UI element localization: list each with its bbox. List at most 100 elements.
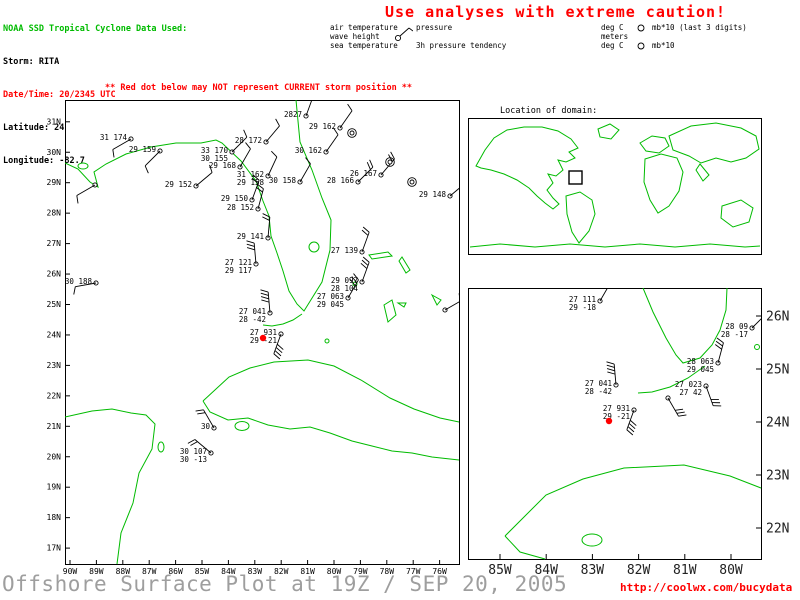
andros-island [383,299,397,323]
storm-name-line: Storm: RITA [3,57,60,67]
svg-text:33 170: 33 170 [201,146,229,155]
station-plot [407,177,417,187]
wind-barb [613,364,617,386]
svg-text:21N: 21N [47,422,62,431]
svg-text:22N: 22N [766,522,789,537]
station-plot: 30 162 [295,127,339,155]
svg-text:30 155: 30 155 [201,154,228,163]
station-plot: 29 152 [165,164,213,189]
wind-barb [239,148,251,168]
svg-text:30 158: 30 158 [269,176,297,185]
svg-text:29 045: 29 045 [687,365,714,374]
station-plot: 30 188 [65,277,99,295]
svg-text:28 -42: 28 -42 [585,387,612,396]
isla-juventud-zoom [581,533,603,547]
station-plot: 29 150 [221,174,260,203]
india-outline [695,163,710,182]
station-plot: 29 159 [129,145,163,174]
wind-barb [361,232,370,253]
svg-text:31 174: 31 174 [100,133,128,142]
svg-text:27 023: 27 023 [675,380,702,389]
legend-tendency: 3h pressure tendency [416,41,507,50]
wind-barb [305,100,313,117]
svg-text:2827: 2827 [284,110,302,119]
svg-text:28 104: 28 104 [331,284,359,293]
svg-text:27 041: 27 041 [585,379,612,388]
station-plot: 2827 [284,100,313,119]
svg-text:29 045: 29 045 [317,300,344,309]
greenland-outline [597,123,620,140]
yucatan-coast [65,408,156,565]
wind-barb [265,125,280,143]
station-plot [442,293,460,313]
svg-text:30 188: 30 188 [65,277,92,286]
legend-unit-air: deg C [601,23,624,32]
svg-text:28 152: 28 152 [227,203,254,212]
svg-text:28 09: 28 09 [725,322,748,331]
legend-pressure: pressure [416,23,453,32]
wind-barb [195,172,213,187]
wind-barb [449,187,460,197]
svg-text:27N: 27N [47,239,62,248]
source-link[interactable]: http://coolwx.com/bucydata [620,581,793,594]
svg-text:24N: 24N [47,330,62,339]
wind-barb [76,184,96,196]
svg-text:27 139: 27 139 [331,246,358,255]
svg-text:29 158: 29 158 [237,178,265,187]
svg-text:82W: 82W [627,563,651,578]
station-plot [347,128,357,138]
station-plot [385,157,395,167]
wind-barb [267,292,271,314]
svg-text:25N: 25N [47,300,62,309]
station-plot: 27 139 [331,226,370,255]
station-plot: 29 162 [309,103,353,131]
station-model-icon [394,27,413,42]
svg-text:80W: 80W [719,563,743,578]
domain-inset-label: Location of domain: [500,106,598,116]
legend-unit-sea: deg C [601,41,624,50]
wind-barb [357,166,374,183]
svg-text:30: 30 [201,422,211,431]
isla-juventud [234,421,250,431]
station-plot: 28 152 [227,183,264,212]
wind-barb [194,439,212,454]
storm-position-dot-zoom [605,417,613,425]
wind-barb [299,163,311,183]
new-providence [396,302,407,308]
cay-sal [324,338,330,344]
wind-barb [75,282,97,288]
svg-text:29 -21: 29 -21 [603,412,630,421]
wind-barb [257,188,264,210]
station-plot [665,395,687,417]
svg-text:26N: 26N [47,270,62,279]
europe-outline [639,135,670,154]
station-plot: 29 148 [419,187,460,199]
svg-text:27 063: 27 063 [317,292,344,301]
gulf-coast-florida-outline [65,100,332,312]
datetime-line: Date/Time: 20/2345 UTC [3,90,116,100]
asia-outline [668,122,760,164]
wind-barb [626,409,635,430]
eleuthera-island [430,293,442,306]
svg-text:28 172: 28 172 [235,136,262,145]
svg-text:29 152: 29 152 [165,180,192,189]
svg-text:28 -17: 28 -17 [721,330,748,339]
wind-barb [717,342,724,364]
svg-text:26 167: 26 167 [350,169,377,178]
svg-text:19N: 19N [47,483,62,492]
svg-text:29 117: 29 117 [225,266,252,275]
lake-pontchartrain [77,162,89,170]
storm-position-dot [259,334,267,342]
svg-text:27 121: 27 121 [225,258,252,267]
antarctica-outline [469,243,761,248]
